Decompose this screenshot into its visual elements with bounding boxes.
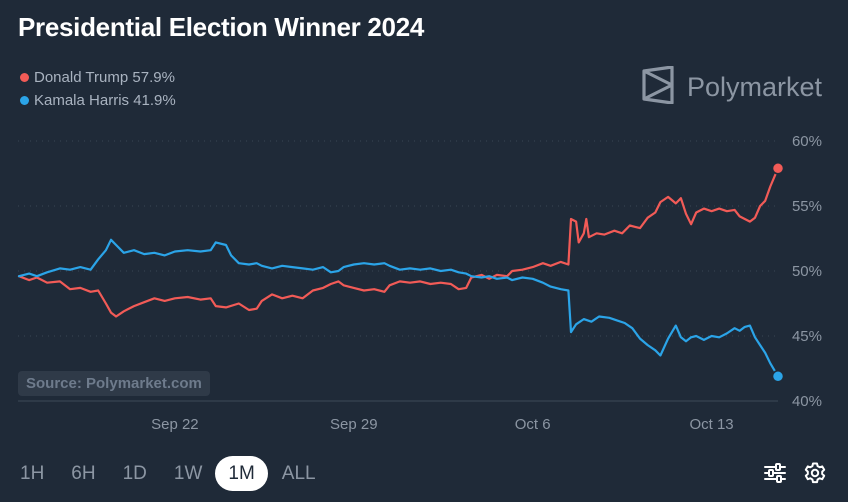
source-label: Source: Polymarket.com bbox=[18, 371, 210, 396]
y-tick-label: 45% bbox=[792, 328, 822, 345]
legend-item-trump: Donald Trump 57.9% bbox=[20, 66, 176, 89]
y-tick-label: 40% bbox=[792, 393, 822, 410]
line-chart: 60% 55% 50% 45% 40% Sep 22 Sep 29 Oct 6 Oct 13 bbox=[17, 133, 822, 433]
series-line-harris bbox=[17, 238, 780, 378]
brand-name: Polymarket bbox=[686, 72, 822, 102]
end-marker-trump bbox=[771, 162, 785, 175]
polymarket-logo-icon bbox=[641, 65, 675, 109]
series-line-trump bbox=[17, 167, 780, 318]
legend-label-harris: Kamala Harris 41.9% bbox=[34, 92, 176, 109]
legend-label-trump: Donald Trump 57.9% bbox=[34, 69, 175, 86]
x-tick-label: Sep 22 bbox=[151, 416, 199, 433]
x-tick-label: Sep 29 bbox=[330, 416, 378, 433]
gear-icon[interactable] bbox=[804, 462, 826, 484]
y-tick-label: 50% bbox=[792, 263, 822, 280]
end-marker-harris bbox=[771, 370, 785, 383]
x-tick-label: Oct 13 bbox=[689, 416, 733, 433]
range-1m-button[interactable]: 1M bbox=[215, 456, 268, 491]
brand-logo: Polymarket bbox=[641, 65, 822, 109]
x-axis: Sep 22 Sep 29 Oct 6 Oct 13 bbox=[151, 416, 734, 433]
time-range-selector: 1H 6H 1D 1W 1M ALL bbox=[20, 456, 343, 491]
range-all-button[interactable]: ALL bbox=[281, 463, 316, 484]
x-tick-label: Oct 6 bbox=[515, 416, 551, 433]
sliders-icon[interactable] bbox=[764, 463, 786, 483]
series-lines bbox=[17, 167, 780, 378]
range-1d-button[interactable]: 1D bbox=[122, 463, 147, 484]
harris-legend-dot bbox=[20, 96, 29, 105]
chart-tools bbox=[746, 462, 826, 484]
range-1w-button[interactable]: 1W bbox=[173, 463, 203, 484]
trump-legend-dot bbox=[20, 73, 29, 82]
chart-title: Presidential Election Winner 2024 bbox=[18, 12, 425, 42]
legend-item-harris: Kamala Harris 41.9% bbox=[20, 89, 176, 112]
legend: Donald Trump 57.9% Kamala Harris 41.9% bbox=[20, 66, 176, 112]
y-axis: 60% 55% 50% 45% 40% bbox=[792, 133, 822, 410]
y-tick-label: 55% bbox=[792, 198, 822, 215]
range-1h-button[interactable]: 1H bbox=[20, 463, 45, 484]
y-tick-label: 60% bbox=[792, 133, 822, 150]
grid-lines bbox=[18, 140, 778, 402]
end-markers bbox=[771, 162, 785, 383]
range-6h-button[interactable]: 6H bbox=[71, 463, 96, 484]
